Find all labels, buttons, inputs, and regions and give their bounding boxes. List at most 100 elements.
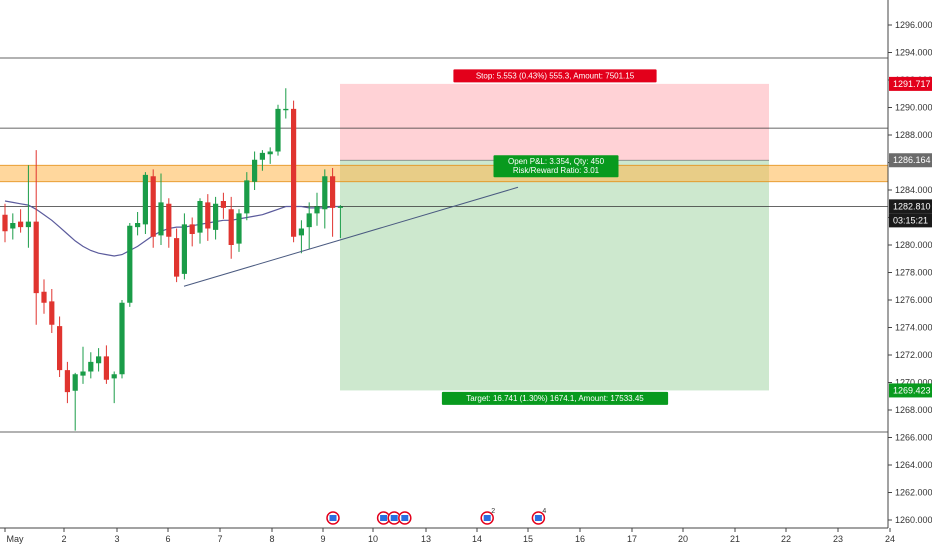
time-tick-label: 22 bbox=[781, 534, 791, 544]
candle bbox=[25, 165, 31, 248]
candle bbox=[236, 209, 242, 252]
stop-label-text: Stop: 5.553 (0.43%) 555.3, Amount: 7501.… bbox=[476, 71, 635, 80]
target-label: Target: 16.741 (1.30%) 1674.1, Amount: 1… bbox=[441, 391, 669, 405]
time-tick-label: 23 bbox=[833, 534, 843, 544]
candle bbox=[142, 172, 148, 234]
candle-body bbox=[181, 224, 187, 274]
price-tick-label: 1274.000 bbox=[895, 323, 932, 333]
pnl-label-text: Risk/Reward Ratio: 3.01 bbox=[513, 166, 600, 175]
ma-line bbox=[4, 200, 341, 257]
candle-body bbox=[49, 301, 55, 325]
flag-icon-inner bbox=[534, 515, 542, 521]
candle-body bbox=[88, 361, 94, 372]
candle-body bbox=[127, 225, 133, 303]
time-axis-bg bbox=[0, 528, 932, 550]
candle-body bbox=[2, 214, 8, 232]
candle-body bbox=[174, 238, 180, 277]
candle-body bbox=[166, 203, 172, 237]
time-tick-label: 13 bbox=[421, 534, 431, 544]
candle bbox=[166, 198, 172, 248]
price-tick-label: 1294.000 bbox=[895, 48, 932, 58]
time-tick-label: 17 bbox=[627, 534, 637, 544]
time-tick-label: 7 bbox=[217, 534, 222, 544]
last-price-badge-bg bbox=[889, 199, 932, 214]
event-count: 2 bbox=[491, 508, 495, 515]
trendline bbox=[183, 186, 519, 287]
candle-body bbox=[337, 206, 343, 208]
candle bbox=[80, 346, 86, 384]
stop-price-badge-text: 1291.717 bbox=[893, 79, 931, 89]
candle bbox=[322, 169, 328, 229]
candle-body bbox=[158, 202, 164, 236]
time-tick-label: 8 bbox=[269, 534, 274, 544]
stop-label-bg bbox=[453, 69, 657, 83]
candle bbox=[228, 196, 234, 259]
candle bbox=[244, 172, 250, 221]
trendline-group bbox=[183, 186, 519, 287]
price-tick-label: 1270.000 bbox=[895, 378, 932, 388]
candle-body bbox=[25, 221, 31, 228]
candle-body bbox=[330, 176, 336, 208]
candle-body bbox=[259, 152, 265, 160]
price-tick-label: 1262.000 bbox=[895, 488, 932, 498]
time-tick-label: 9 bbox=[320, 534, 325, 544]
event-marker[interactable]: 4 bbox=[531, 508, 546, 525]
countdown-badge: 03:15:21 bbox=[889, 213, 932, 228]
target-zone bbox=[340, 160, 769, 391]
event-marker[interactable] bbox=[398, 511, 412, 525]
candle-body bbox=[135, 223, 141, 228]
candle-body bbox=[103, 356, 109, 380]
candle bbox=[2, 203, 8, 243]
candle-body bbox=[228, 209, 234, 245]
candle bbox=[96, 348, 102, 372]
time-tick-label: 3 bbox=[114, 534, 119, 544]
candle-body bbox=[150, 176, 156, 237]
flag-icon-inner bbox=[401, 515, 409, 521]
candle bbox=[197, 198, 203, 244]
candle-body bbox=[18, 221, 24, 228]
candle-body bbox=[33, 221, 39, 294]
time-tick-label: 10 bbox=[368, 534, 378, 544]
price-tick-label: 1280.000 bbox=[895, 240, 932, 250]
candle-body bbox=[267, 151, 273, 155]
candle-body bbox=[252, 159, 258, 182]
time-axis[interactable]: May 2 3 6 7 8 9 10 13 14 15 16 17 20 21 22 23 24 bbox=[0, 527, 932, 550]
price-tick-label: 1288.000 bbox=[895, 130, 932, 140]
stop-price-badge-bg bbox=[889, 76, 932, 91]
candle bbox=[127, 223, 133, 307]
moving-average bbox=[4, 200, 341, 257]
pnl-label-text: Open P&L: 3.354, Qty: 450 bbox=[508, 157, 605, 166]
candle-body bbox=[41, 291, 47, 303]
candle bbox=[18, 209, 24, 233]
candle bbox=[49, 289, 55, 333]
time-tick-label: 15 bbox=[523, 534, 533, 544]
candle bbox=[88, 352, 94, 379]
candle bbox=[213, 196, 219, 240]
price-tick-label: 1296.000 bbox=[895, 20, 932, 30]
time-tick-label: 14 bbox=[472, 534, 482, 544]
event-marker[interactable] bbox=[326, 511, 340, 525]
candle bbox=[298, 220, 304, 254]
candle-body bbox=[220, 201, 226, 208]
candle-body bbox=[244, 180, 250, 214]
candle-body bbox=[80, 371, 86, 376]
candle-body bbox=[72, 374, 78, 391]
candle bbox=[135, 212, 141, 236]
candle-body bbox=[275, 108, 281, 152]
candle bbox=[267, 147, 273, 164]
candle bbox=[33, 150, 39, 325]
candle bbox=[283, 88, 289, 119]
candle bbox=[174, 228, 180, 283]
price-tick-label: 1266.000 bbox=[895, 433, 932, 443]
event-marker[interactable]: 2 bbox=[480, 508, 495, 525]
candle-body bbox=[57, 326, 63, 371]
candle-body bbox=[111, 374, 117, 379]
time-tick-label: 2 bbox=[61, 534, 66, 544]
candle-body bbox=[213, 203, 219, 230]
price-axis[interactable]: 1260.000 1262.000 1264.000 1266.000 1268.000… bbox=[887, 0, 932, 528]
last-price-badge: 1282.810 bbox=[889, 199, 932, 214]
candle-body bbox=[322, 176, 328, 210]
